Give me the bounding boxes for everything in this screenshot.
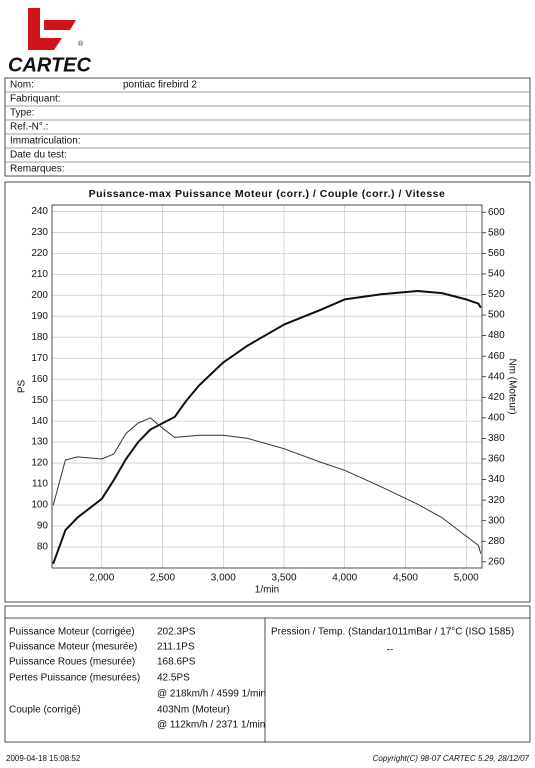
x-axis-label: 1/min (255, 585, 279, 596)
result-value: 42.5PS (157, 673, 190, 684)
y-tick-label: 210 (31, 269, 48, 280)
chart-box (4, 181, 531, 603)
logo-shape (28, 8, 62, 50)
y2-tick-label: 300 (488, 515, 505, 526)
y-tick-label: 140 (31, 416, 48, 427)
y-tick-label: 110 (32, 479, 48, 490)
y2-tick-label: 520 (488, 289, 505, 300)
logo-text: CARTEC (8, 54, 92, 76)
copyright: Copyright(C) 98-07 CARTEC 5.29, 28/12/07 (373, 754, 530, 763)
result-value: @ 112km/h / 2371 1/min (157, 720, 265, 731)
result-value: 211.1PS (157, 642, 195, 653)
y2-tick-label: 280 (488, 536, 505, 547)
x-tick-label: 5,000 (454, 573, 479, 584)
y2-tick-label: 400 (488, 413, 505, 424)
x-tick-label: 4,500 (393, 573, 418, 584)
result-value: 202.3PS (157, 627, 196, 638)
logo: ® CARTEC (8, 8, 92, 76)
y2-tick-label: 500 (488, 310, 505, 321)
conditions: Pression / Temp. (Standar1011mBar / 17°C… (271, 627, 514, 638)
y2-tick-label: 340 (488, 474, 505, 485)
y2-tick-label: 320 (488, 495, 505, 506)
y2-tick-label: 540 (488, 269, 505, 280)
y2-tick-label: 560 (488, 248, 505, 259)
x-tick-label: 2,000 (89, 573, 114, 584)
y-tick-label: 240 (31, 206, 48, 217)
result-label: Puissance Moteur (mesurée) (9, 642, 137, 653)
y-tick-label: 230 (31, 227, 48, 238)
y-tick-label: 80 (37, 542, 49, 553)
form-label: Remarques: (10, 164, 64, 175)
plot-frame (51, 204, 483, 569)
form-label: Immatriculation: (10, 136, 81, 147)
x-tick-label: 4,000 (332, 573, 357, 584)
x-tick-label: 3,500 (271, 573, 296, 584)
y-tick-label: 120 (31, 458, 48, 469)
form-label: Ref.-N°.: (10, 122, 48, 133)
result-value: 403Nm (Moteur) (157, 705, 230, 716)
series-line (52, 417, 482, 554)
y2-tick-label: 360 (488, 454, 505, 465)
y2-tick-label: 380 (488, 433, 505, 444)
y-tick-label: 90 (37, 521, 49, 532)
y-tick-label: 170 (31, 353, 48, 364)
form-label: Type: (10, 108, 34, 119)
results-box (4, 605, 531, 743)
form-label: Nom: (10, 80, 34, 91)
y-tick-label: 190 (31, 311, 48, 322)
x-tick-label: 3,000 (211, 573, 236, 584)
form-label: Fabriquant: (10, 94, 61, 105)
y-tick-label: 160 (31, 374, 48, 385)
y-tick-label: 200 (31, 290, 48, 301)
y-tick-label: 130 (31, 437, 48, 448)
x-tick-label: 2,500 (150, 573, 175, 584)
form-value: pontiac firebird 2 (123, 80, 197, 91)
form-box (4, 77, 531, 177)
result-value: @ 218km/h / 4599 1/min (157, 689, 266, 700)
series-line (52, 290, 482, 565)
y-tick-label: 100 (31, 500, 48, 511)
form-label: Date du test: (10, 150, 67, 161)
conditions-value: -- (387, 645, 394, 656)
logo-mark: ® (78, 40, 84, 48)
y2-axis-label: Nm (Moteur) (506, 358, 517, 414)
y2-tick-label: 580 (488, 227, 505, 238)
y-tick-label: 150 (31, 395, 48, 406)
chart-title: Puissance-max Puissance Moteur (corr.) /… (89, 188, 446, 200)
result-label: Puissance Moteur (corrigée) (9, 627, 135, 638)
y-tick-label: 220 (31, 248, 48, 259)
timestamp: 2009-04-18 15:08:52 (6, 754, 81, 763)
result-label: Pertes Puissance (mesurées) (9, 673, 140, 684)
result-value: 168.6PS (157, 657, 196, 668)
result-label: Puissance Roues (mesurée) (9, 657, 135, 668)
y-tick-label: 180 (31, 332, 48, 343)
y-axis-label: PS (17, 380, 28, 394)
y2-tick-label: 600 (488, 207, 505, 218)
logo-shape (44, 20, 76, 30)
y2-tick-label: 480 (488, 330, 505, 341)
y2-tick-label: 440 (488, 371, 505, 382)
y2-tick-label: 460 (488, 351, 505, 362)
y2-tick-label: 420 (488, 392, 505, 403)
y2-tick-label: 260 (488, 556, 505, 567)
result-label: Couple (corrigé) (9, 705, 81, 716)
